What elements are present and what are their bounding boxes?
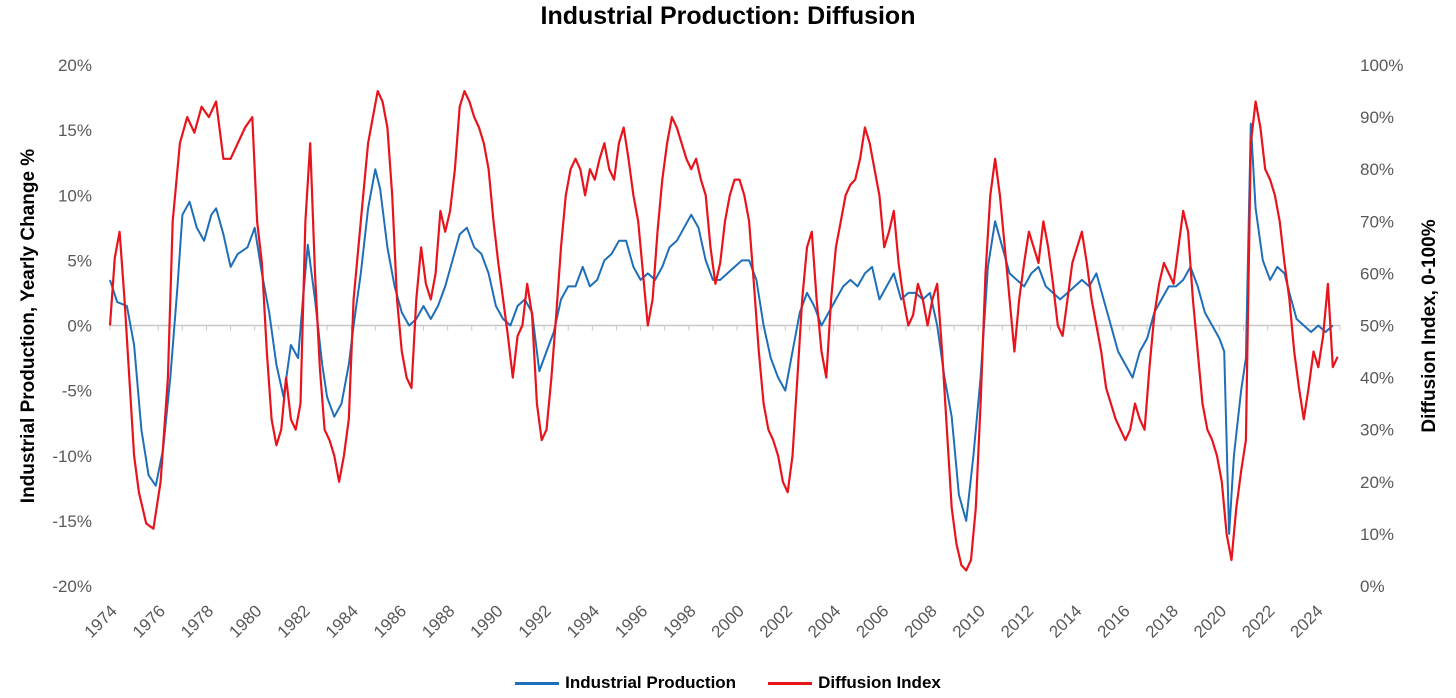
y-right-tick-label: 10% xyxy=(1360,525,1394,544)
x-tick-label: 1992 xyxy=(515,601,555,641)
y-left-tick-label: -10% xyxy=(52,447,92,466)
y-right-tick-label: 90% xyxy=(1360,108,1394,127)
industrial-production-line xyxy=(109,122,1334,535)
x-tick-label: 2020 xyxy=(1190,601,1230,641)
y-left-tick-label: 0% xyxy=(67,317,92,336)
x-tick-label: 2010 xyxy=(949,601,989,641)
x-tick-label: 2014 xyxy=(1045,601,1085,641)
y-right-tick-label: 30% xyxy=(1360,421,1394,440)
y-right-tick-label: 60% xyxy=(1360,264,1394,283)
y-right-tick-label: 80% xyxy=(1360,160,1394,179)
x-tick-label: 2018 xyxy=(1142,601,1182,641)
line-chart: 20% 15% 10% 5% 0% -5% -10% -15% -20% 100% 90% 80% 70… xyxy=(52,56,1403,642)
x-tick-label: 2016 xyxy=(1094,601,1134,641)
x-tick-label: 2002 xyxy=(756,601,796,641)
x-tick-label: 1998 xyxy=(659,601,699,641)
x-tick-label: 1986 xyxy=(370,601,410,641)
x-tick-label: 1984 xyxy=(322,601,362,641)
legend: Industrial Production Diffusion Index xyxy=(0,673,1456,693)
y-left-tick-label: 20% xyxy=(58,56,92,75)
chart-title: Industrial Production: Diffusion xyxy=(540,2,916,30)
legend-item-industrial-production[interactable]: Industrial Production xyxy=(515,673,736,693)
x-tick-label: 1988 xyxy=(418,601,458,641)
x-tick-label: 2012 xyxy=(997,601,1037,641)
x-tick-label: 1994 xyxy=(563,601,603,641)
y-right-tick-label: 100% xyxy=(1360,56,1403,75)
legend-label: Diffusion Index xyxy=(818,673,941,692)
y-left-tick-label: -5% xyxy=(62,382,92,401)
x-tick-label: 1980 xyxy=(225,601,265,641)
diffusion-index-line xyxy=(108,90,1339,572)
y-right-tick-label: 40% xyxy=(1360,369,1394,388)
x-tick-label: 2004 xyxy=(804,601,844,641)
y-right-tick-label: 70% xyxy=(1360,212,1394,231)
x-tick-label: 1996 xyxy=(611,601,651,641)
x-tick-label: 1982 xyxy=(274,601,314,641)
legend-swatch-blue xyxy=(515,681,560,685)
x-tick-label: 1990 xyxy=(467,601,507,641)
y-right-tick-label: 50% xyxy=(1360,317,1394,336)
y-left-tick-label: 5% xyxy=(67,251,92,270)
legend-item-diffusion-index[interactable]: Diffusion Index xyxy=(768,673,941,693)
y-left-tick-label: -15% xyxy=(52,512,92,531)
x-tick-label: 2024 xyxy=(1287,601,1327,641)
x-tick-label: 2008 xyxy=(901,601,941,641)
x-tick-label: 1978 xyxy=(177,601,217,641)
y-left-tick-label: -20% xyxy=(52,577,92,596)
y-right-tick-label: 0% xyxy=(1360,577,1385,596)
y-left-tick-label: 10% xyxy=(58,186,92,205)
x-tick-label: 2022 xyxy=(1238,601,1278,641)
x-tick-label: 1976 xyxy=(129,601,169,641)
x-tick-label: 2000 xyxy=(708,601,748,641)
x-tick-label: 1974 xyxy=(81,601,121,641)
y-right-tick-label: 20% xyxy=(1360,473,1394,492)
legend-label: Industrial Production xyxy=(565,673,737,692)
legend-swatch-red xyxy=(768,681,813,685)
x-tick-label: 2006 xyxy=(852,601,892,641)
y-left-tick-label: 15% xyxy=(58,121,92,140)
